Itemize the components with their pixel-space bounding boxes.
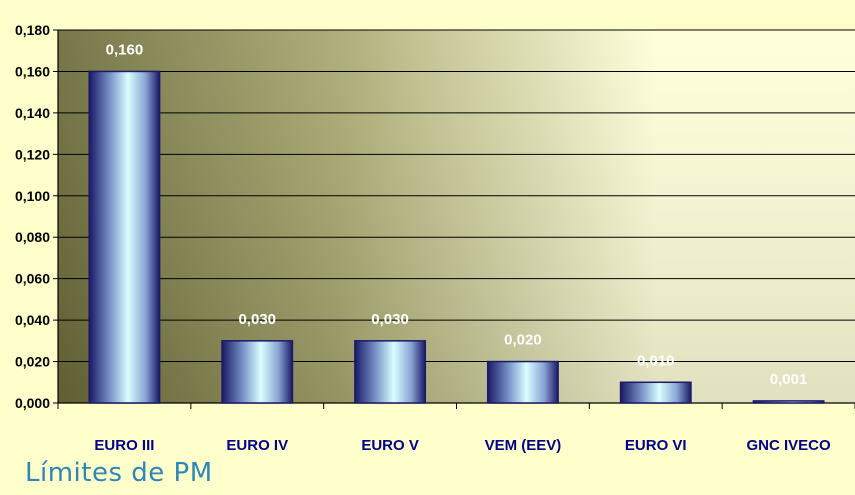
data-label: 0,010	[637, 352, 675, 369]
category-label: EURO V	[361, 437, 419, 454]
y-tick-label: 0,080	[15, 229, 50, 245]
bar	[221, 340, 294, 404]
labels: 0,000 0,020 0,040 0,060 0,080 0,100 0,120 0,140…	[15, 22, 831, 454]
axes	[53, 29, 855, 409]
y-tick-label: 0,020	[15, 354, 50, 370]
bar	[619, 381, 692, 404]
gridlines	[58, 29, 855, 363]
chart-svg: 0,000 0,020 0,040 0,060 0,080 0,100 0,120 0,140…	[15, 22, 855, 454]
y-tick-label: 0,100	[15, 188, 50, 204]
bar-chart: 0,000 0,020 0,040 0,060 0,080 0,100 0,120 0,140…	[15, 22, 855, 454]
category-label: EURO IV	[226, 437, 288, 454]
plot-area-shade	[58, 30, 855, 403]
y-tick-label: 0,040	[15, 312, 50, 328]
data-label: 0,020	[504, 332, 542, 349]
y-tick-label: 0,000	[15, 395, 50, 411]
data-label: 0,160	[106, 41, 144, 58]
bar	[88, 70, 161, 404]
data-label: 0,001	[770, 371, 808, 388]
y-tick-label: 0,160	[15, 63, 50, 79]
data-label: 0,030	[238, 311, 276, 328]
footer-title: Límites de PM	[25, 458, 213, 488]
bar	[752, 400, 825, 404]
y-tick-label: 0,140	[15, 105, 50, 121]
y-tick-label: 0,060	[15, 271, 50, 287]
y-tick-label: 0,180	[15, 22, 50, 38]
category-label: GNC IVECO	[746, 437, 831, 454]
data-label: 0,030	[371, 311, 409, 328]
bar	[354, 340, 427, 404]
category-label: EURO VI	[625, 437, 687, 454]
bar	[486, 360, 559, 404]
y-tick-label: 0,120	[15, 146, 50, 162]
category-label: EURO III	[94, 437, 154, 454]
bars	[88, 70, 825, 404]
category-label: VEM (EEV)	[485, 437, 562, 454]
